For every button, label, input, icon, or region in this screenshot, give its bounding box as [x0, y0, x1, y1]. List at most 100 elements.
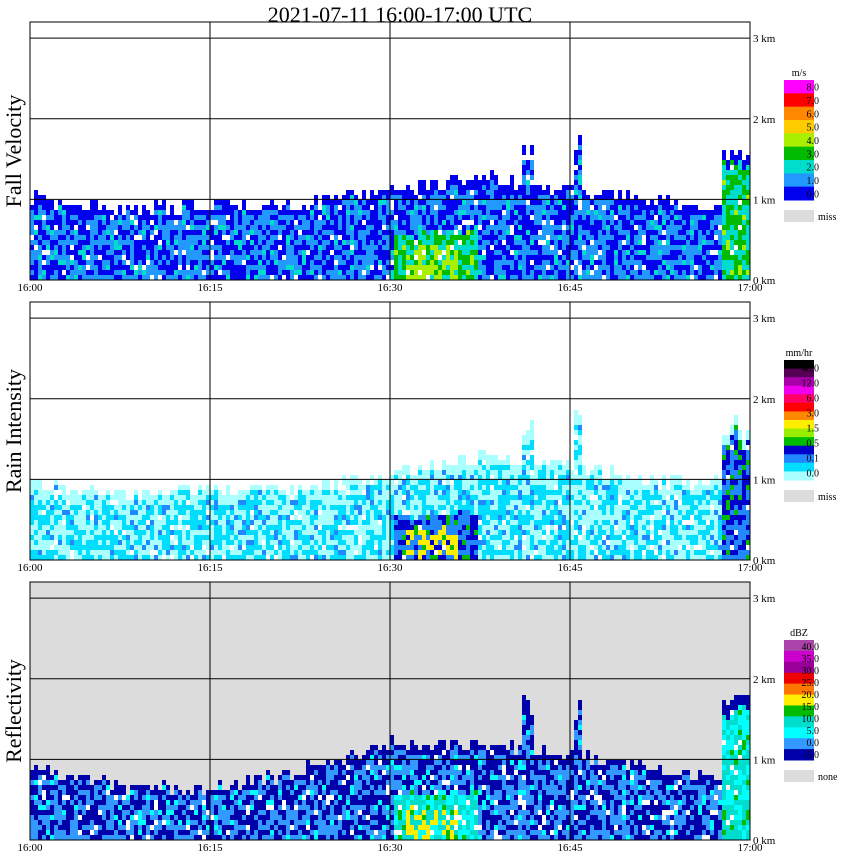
legend: m/s8.0 7.0 6.0 5.0 4.0 3.0 2.0 1.0 0.0 miss: [784, 68, 836, 223]
y-tick-label: 1 km: [753, 474, 776, 486]
legend-swatch: [784, 437, 814, 447]
y-tick-label: 3 km: [753, 593, 776, 605]
legend-label: 5.0: [807, 726, 820, 737]
legend-label: 15.0: [802, 702, 820, 713]
legend-label: 0.5: [807, 439, 820, 450]
legend-unit: m/s: [792, 68, 807, 79]
legend-missing-swatch: [784, 210, 814, 222]
legend-swatch: [784, 385, 814, 395]
legend-label: 35.0: [802, 654, 820, 665]
legend: dBZ 40.035.030.025.020.015.010.05.00.0-5.…: [784, 628, 838, 783]
plot-frame: [29, 21, 751, 281]
legend-swatch: [784, 106, 814, 121]
legend-unit: mm/hr: [786, 348, 813, 359]
legend-missing-label: miss: [818, 492, 836, 503]
y-tick-label: 3 km: [753, 313, 776, 325]
x-tick-label: 16:30: [377, 842, 403, 854]
legend-missing-label: miss: [818, 212, 836, 223]
x-tick-label: 16:30: [377, 562, 403, 574]
legend-swatch: [784, 368, 814, 378]
legend-swatch: [784, 93, 814, 108]
legend-swatch: [784, 683, 814, 696]
legend-swatch: [784, 661, 814, 674]
legend-swatch: [784, 445, 814, 455]
x-tick-label: 16:00: [17, 842, 43, 854]
x-tick-label: 16:15: [197, 842, 223, 854]
plot-frame: [29, 301, 751, 561]
x-tick-label: 16:45: [557, 562, 583, 574]
x-tick-label: 16:00: [17, 282, 43, 294]
legend-label: 30.0: [802, 666, 820, 677]
x-tick-label: 16:15: [197, 282, 223, 294]
legend-swatch: [784, 420, 814, 430]
legend-swatch: [784, 650, 814, 663]
legend-label: 3.0: [807, 149, 820, 160]
legend-label: 12.0: [802, 379, 820, 390]
legend-label: 7.0: [807, 96, 820, 107]
legend-label: 1.5: [807, 424, 820, 435]
x-tick-label: 17:00: [737, 842, 763, 854]
x-tick-label: 16:45: [557, 282, 583, 294]
legend-swatch: [784, 402, 814, 412]
legend-missing-swatch: [784, 490, 814, 502]
legend-swatch: [784, 454, 814, 464]
legend-swatch: [784, 186, 814, 201]
panel-1: 16:00 16:15 16:30 16:45 17:000 km 1 km 2 km 3 k…: [1, 21, 836, 294]
legend-label: 20.0: [802, 690, 820, 701]
legend-swatch: [784, 160, 814, 174]
legend-label: 10.0: [802, 714, 820, 725]
legend-label: 8.0: [807, 83, 820, 94]
y-tick-label: 2 km: [753, 674, 776, 686]
legend-swatch: [784, 360, 814, 370]
x-tick-label: 16:00: [17, 562, 43, 574]
y-tick-label: 0 km: [753, 555, 776, 567]
panel-2: 16:00 16:15 16:30 16:45 17:000 km 1 km 2 km 3 k…: [1, 301, 836, 574]
legend-swatch: [784, 133, 814, 148]
legend-label: 6.0: [807, 109, 820, 120]
legend-swatch: [784, 640, 814, 652]
y-tick-label: 2 km: [753, 114, 776, 126]
legend-swatch: [784, 428, 814, 438]
legend-swatch: [784, 749, 814, 761]
legend-swatch: [784, 705, 814, 717]
y-tick-label: 1 km: [753, 754, 776, 766]
legend-label: 0.0: [807, 189, 820, 200]
legend-swatch: [784, 80, 814, 94]
legend-swatch: [784, 377, 814, 387]
legend-label: 3.0: [807, 409, 820, 420]
legend-swatch: [784, 146, 814, 161]
y-axis-label: Fall Velocity: [1, 95, 26, 208]
legend-missing-label: none: [818, 772, 838, 783]
legend-swatch: [784, 694, 814, 706]
y-tick-label: 2 km: [753, 394, 776, 406]
panel-3: 16:00 16:15 16:30 16:45 17:000 km 1 km 2 km 3 k…: [1, 581, 838, 854]
legend-label: 6.0: [807, 394, 820, 405]
legend-swatch: [784, 173, 814, 188]
legend-label: 2.0: [807, 163, 820, 174]
legend-swatch: [784, 672, 814, 685]
legend-swatch: [784, 462, 814, 472]
legend-label: 40.0: [802, 642, 820, 653]
legend-swatch: [784, 411, 814, 421]
legend-label: 1.0: [807, 176, 820, 187]
legend-label: 0.0: [807, 469, 820, 480]
legend-swatch: [784, 738, 814, 750]
legend-swatch: [784, 727, 814, 739]
x-tick-label: 17:00: [737, 562, 763, 574]
legend-label: 4.0: [807, 136, 820, 147]
y-tick-label: 0 km: [753, 835, 776, 847]
legend-label: 0.0: [807, 738, 820, 749]
y-tick-label: 3 km: [753, 33, 776, 45]
legend-label: 48.0: [802, 364, 820, 375]
legend-swatch: [784, 120, 814, 134]
legend-label: 0.1: [807, 454, 820, 465]
plot-frame: [29, 581, 751, 841]
x-tick-label: 16:30: [377, 282, 403, 294]
x-tick-label: 17:00: [737, 282, 763, 294]
y-axis-label: Reflectivity: [1, 659, 26, 763]
legend-swatch: [784, 716, 814, 728]
legend-label: 25.0: [802, 678, 820, 689]
legend: mm/hr 48.0 12.0 6.0 3.0 1.5 0.5 0.1 0.0 miss: [784, 348, 836, 503]
legend-label: 5.0: [807, 123, 820, 134]
